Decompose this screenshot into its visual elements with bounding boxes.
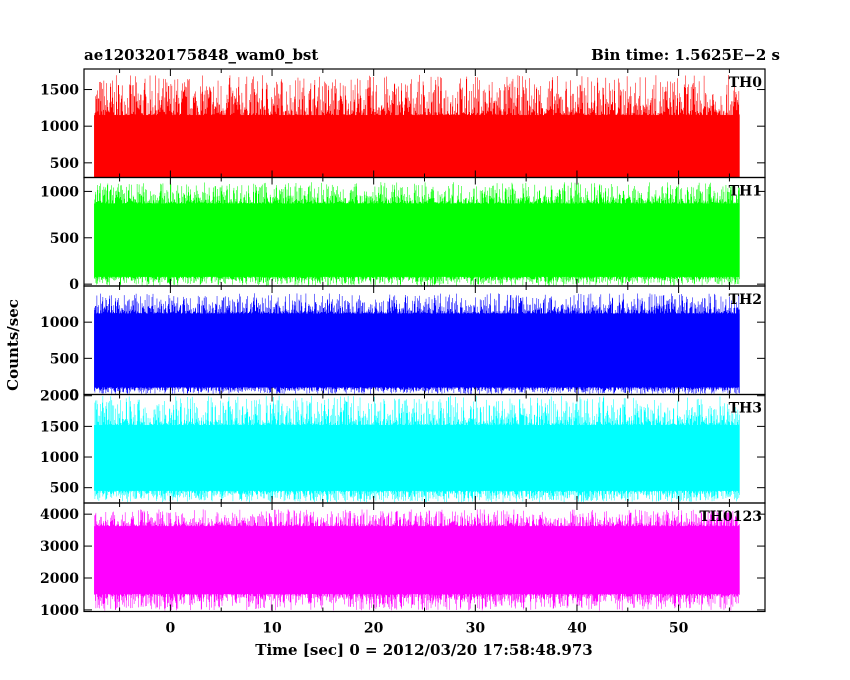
y-tick-label: 3000 [40,539,79,555]
y-tick-label: 1000 [40,603,79,619]
series-line-th3 [94,395,740,503]
chart-title: ae120320175848_wam0_bst [84,46,318,64]
y-tick-label: 500 [50,481,79,497]
x-tick-label: 50 [669,621,689,637]
y-tick-label: 4000 [40,507,79,523]
y-tick-label: 1000 [40,119,79,135]
y-tick-label: 1000 [40,315,79,331]
panel-th1: 0 500 1000 TH1 [40,176,766,293]
x-tick-label: 30 [466,621,486,637]
series-line-th0 [94,74,740,178]
y-tick-label: 1500 [40,419,79,435]
series-line-th0123 [94,509,740,611]
y-tick-label: 500 [50,351,79,367]
panel-label-th0123: TH0123 [699,509,762,525]
panel-label-th1: TH1 [729,184,762,200]
x-tick-label: 10 [262,621,282,637]
panel-th2: 0 500 1000 TH2 [40,285,766,404]
y-tick-label: 2000 [40,571,79,587]
x-axis-ticks: 0 10 20 30 40 50 [166,621,689,637]
y-tick-label: 0 [69,388,79,404]
bin-time-label: Bin time: 1.5625E−2 s [591,46,780,64]
series-line-th2 [94,293,740,395]
y-tick-label: 1000 [40,184,79,200]
y-tick-label: 1000 [40,450,79,466]
y-tick-label: 2000 [40,389,79,405]
y-tick-label: 0 [69,277,79,293]
x-tick-label: 20 [364,621,384,637]
series-line-th1 [94,182,740,286]
y-axis-label: Counts/sec [4,299,22,391]
y-tick-label: 500 [50,231,79,247]
x-tick-label: 40 [567,621,587,637]
panel-th0: 500 1000 1500 TH0 [40,68,766,179]
x-axis-label: Time [sec] 0 = 2012/03/20 17:58:48.973 [255,641,592,659]
panel-th0123: 1000 2000 3000 4000 TH0123 [40,502,766,619]
panels-group: 500 1000 1500 TH0 0 500 1000 TH1 0 500 1000 TH2 500 1… [40,68,766,619]
panel-label-th3: TH3 [729,401,762,417]
y-tick-label: 500 [50,156,79,172]
x-tick-label: 0 [166,621,176,637]
panel-label-th2: TH2 [729,292,762,308]
y-tick-label: 1500 [40,83,79,99]
panel-th3: 500 1000 1500 2000 TH3 [40,389,766,504]
panel-label-th0: TH0 [729,75,763,91]
